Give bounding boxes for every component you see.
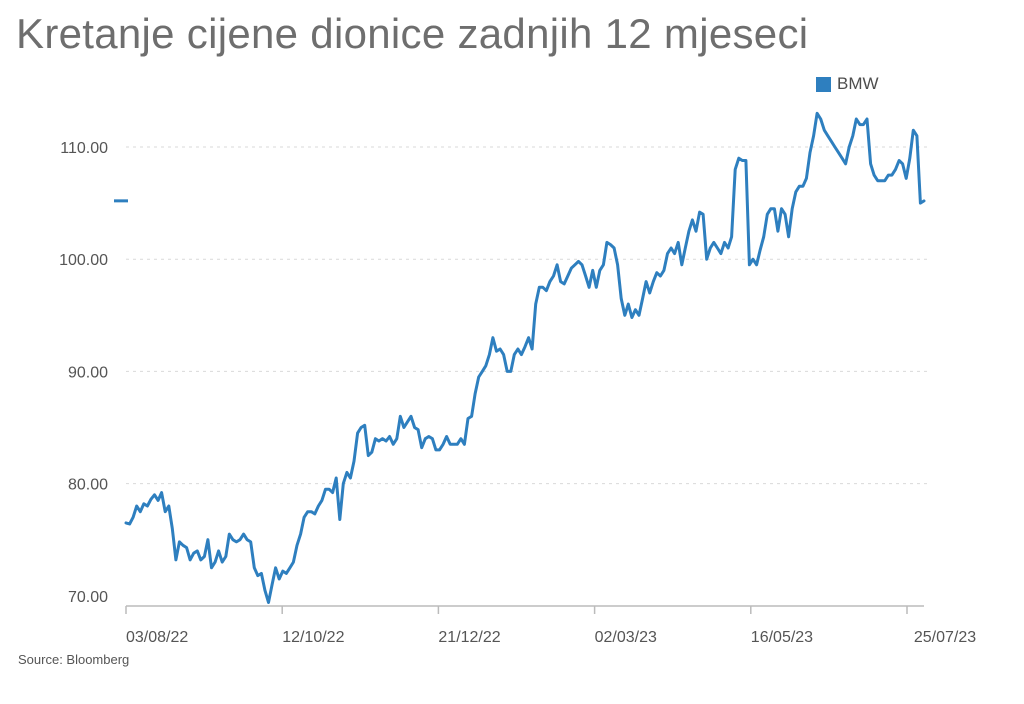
gridlines [126, 146, 930, 485]
legend-label: BMW [837, 74, 879, 93]
chart-title: Kretanje cijene dionice zadnjih 12 mjese… [16, 10, 809, 57]
y-tick-label: 70.00 [68, 589, 108, 606]
y-tick-label: 100.00 [59, 252, 108, 269]
y-tick-label: 90.00 [68, 364, 108, 381]
y-axis: 110.00 100.00 90.00 80.00 70.00 [59, 140, 108, 606]
y-tick-label: 110.00 [60, 140, 108, 157]
series-group [114, 111, 926, 604]
series-line-bmw [124, 111, 926, 604]
x-tick-label: 12/10/22 [282, 629, 344, 646]
source-note: Source: Bloomberg [18, 652, 130, 667]
x-tick-label: 21/12/22 [438, 629, 500, 646]
y-tick-label: 80.00 [68, 477, 108, 494]
x-tick-label: 03/08/22 [126, 629, 188, 646]
x-tick-label: 25/07/23 [914, 629, 976, 646]
legend: BMW [816, 74, 879, 94]
legend-swatch [816, 76, 831, 92]
x-tick-label: 16/05/23 [751, 629, 813, 646]
x-axis: 03/08/22 12/10/22 21/12/22 02/03/23 16/05/23… [125, 605, 976, 646]
x-tick-label: 02/03/23 [595, 629, 657, 646]
